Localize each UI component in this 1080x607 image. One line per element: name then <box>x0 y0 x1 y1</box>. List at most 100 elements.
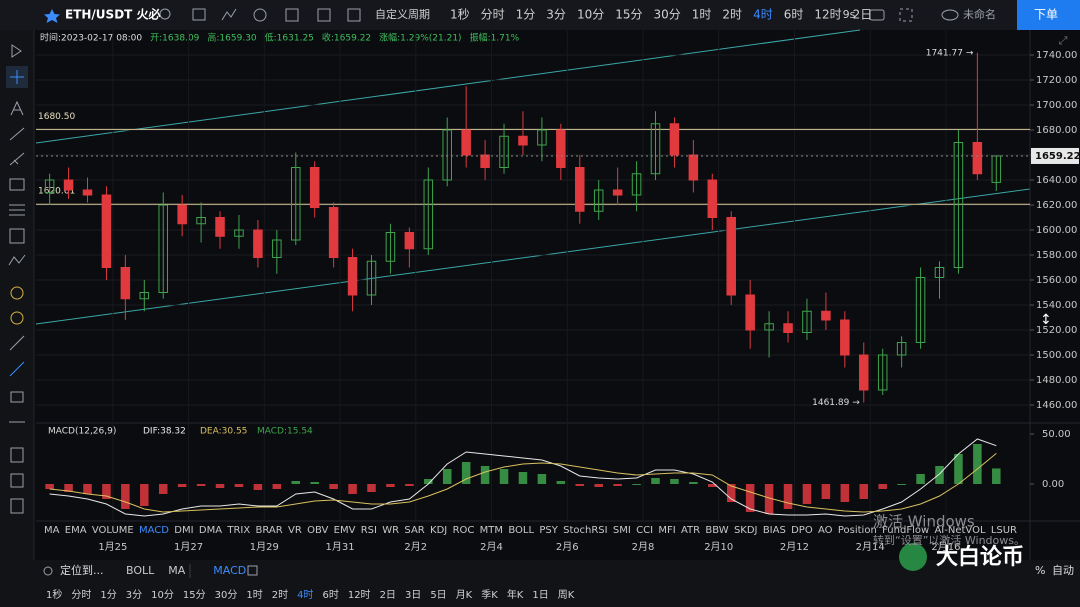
settings-icon[interactable] <box>253 8 267 22</box>
indicator-tab[interactable]: DMI <box>174 525 193 536</box>
indicator-tab[interactable]: BBW <box>705 525 728 536</box>
favorites-tool[interactable] <box>10 447 24 463</box>
period-tab[interactable]: 1分 <box>516 8 536 22</box>
indicator-tab[interactable]: ATR <box>681 525 700 536</box>
indicator-tab[interactable]: SAR <box>404 525 424 536</box>
indicator-tab[interactable]: AI-NetVOL <box>934 525 985 536</box>
indicator-tab[interactable]: MTM <box>480 525 503 536</box>
locate-icon[interactable] <box>43 566 53 576</box>
period-tab[interactable]: 分时 <box>481 8 505 22</box>
symbol[interactable]: ETH/USDT 火必 <box>65 7 161 22</box>
trendline-tool[interactable] <box>9 127 25 141</box>
period-tab[interactable]: 15分 <box>183 589 206 601</box>
indicator-tab[interactable]: ROC <box>453 525 475 536</box>
period-tab[interactable]: 15分 <box>615 8 642 22</box>
indicator-tab[interactable]: BIAS <box>763 525 786 536</box>
indicator-tab[interactable]: BOLL <box>508 525 534 536</box>
study-tab[interactable]: MA <box>168 564 185 577</box>
locate-label[interactable]: 定位到... <box>60 563 104 577</box>
period-tab[interactable]: 1秒 <box>46 588 62 601</box>
period-tab[interactable]: 5日 <box>430 590 446 601</box>
indicator-tab[interactable]: SKDJ <box>734 525 758 536</box>
lock-tool[interactable] <box>10 391 24 403</box>
period-tab[interactable]: 2时 <box>272 589 288 601</box>
indicator-tab[interactable]: DPO <box>791 525 813 536</box>
magnet-tool[interactable] <box>10 286 24 300</box>
period-tab[interactable]: 12时 <box>814 8 841 22</box>
layout-icon[interactable] <box>285 8 299 22</box>
indicator-tab[interactable]: MFI <box>658 525 675 536</box>
period-tab[interactable]: 10分 <box>577 8 604 22</box>
period-tab[interactable]: 30分 <box>215 589 238 601</box>
pattern-tool[interactable] <box>9 228 25 244</box>
period-tab[interactable]: 1时 <box>246 589 262 601</box>
period-tab[interactable]: 季K <box>481 589 498 601</box>
period-tab[interactable]: 月K <box>456 589 473 601</box>
auto-toggle[interactable]: 自动 <box>1052 564 1074 577</box>
indicator-tab[interactable]: SMI <box>613 525 631 536</box>
cloud-icon[interactable] <box>941 9 959 21</box>
study-tab[interactable]: MACD <box>213 564 246 577</box>
indicator-tab[interactable]: FundFlow <box>882 525 929 536</box>
period-tab[interactable]: 12时 <box>348 589 371 601</box>
period-tab[interactable]: 2日 <box>380 590 396 601</box>
magnet-strong-tool[interactable] <box>10 311 24 325</box>
period-tab[interactable]: 1日 <box>532 590 548 601</box>
ruler-tool[interactable] <box>9 335 25 351</box>
indicator-tab[interactable]: VR <box>288 525 302 536</box>
indicator-tab[interactable]: BRAR <box>256 525 283 536</box>
edit-icon[interactable] <box>247 565 258 576</box>
period-tab[interactable]: 6时 <box>784 8 804 22</box>
period-menu[interactable]: 自定义周期 <box>375 7 430 21</box>
indicator-tab[interactable]: MACD <box>139 525 169 536</box>
indicator-tab[interactable]: PSY <box>539 525 558 536</box>
indicator-tab[interactable]: CCI <box>636 525 653 536</box>
period-tab[interactable]: 4时 <box>753 8 773 22</box>
fullscreen-icon[interactable] <box>899 8 913 22</box>
indicator-tab[interactable]: OBV <box>307 525 328 536</box>
indicator-tab[interactable]: WR <box>382 525 399 536</box>
period-tab[interactable]: 1秒 <box>450 8 470 22</box>
list-tool[interactable] <box>10 473 24 488</box>
channel-tool[interactable] <box>9 204 25 216</box>
period-tab[interactable]: 分时 <box>71 589 91 601</box>
indicator-tab[interactable]: StochRSI <box>563 525 607 536</box>
camera-icon[interactable] <box>869 9 885 21</box>
order-label[interactable]: 下单 <box>1034 8 1058 22</box>
indicator-tab[interactable]: KDJ <box>430 525 447 536</box>
order-button[interactable] <box>1017 0 1080 30</box>
indicator-tab[interactable]: RSI <box>361 525 377 536</box>
period-tab[interactable]: 2时 <box>722 8 742 22</box>
pen-tool[interactable] <box>9 361 25 377</box>
grid-icon[interactable] <box>347 8 361 22</box>
period-tab[interactable]: 10分 <box>151 589 174 601</box>
text-tool[interactable] <box>10 100 24 116</box>
study-tab[interactable]: BOLL <box>126 564 155 577</box>
period-tab[interactable]: 4时 <box>297 589 313 601</box>
indicator-tab[interactable]: Position <box>838 525 877 536</box>
favorite-star[interactable] <box>44 9 60 23</box>
period-tab[interactable]: 1分 <box>100 589 116 601</box>
fib-tool[interactable] <box>9 152 25 166</box>
period-tab[interactable]: 年K <box>507 588 524 601</box>
indicator-tab[interactable]: TRIX <box>226 525 250 536</box>
wave-tool[interactable] <box>8 254 26 266</box>
indicator-tab[interactable]: VOLUME <box>92 525 134 536</box>
period-tab[interactable]: 1时 <box>692 8 712 22</box>
period-tab[interactable]: 6时 <box>322 589 338 601</box>
period-tab[interactable]: 3日 <box>405 590 421 601</box>
indicator-icon[interactable] <box>192 8 206 21</box>
shape-tool[interactable] <box>9 178 25 191</box>
cursor-tool[interactable] <box>11 44 22 58</box>
period-tab[interactable]: 2日 <box>853 8 873 22</box>
indicator-tab[interactable]: EMA <box>65 525 87 536</box>
template-icon[interactable] <box>317 8 331 22</box>
period-tab[interactable]: 3分 <box>546 8 566 22</box>
expand-icon[interactable]: ⤢ <box>1059 34 1068 47</box>
chart-type-icon[interactable] <box>221 8 237 21</box>
indicator-tab[interactable]: MA <box>44 525 60 536</box>
layout-name[interactable]: 未命名 <box>963 7 996 21</box>
search-icon[interactable] <box>159 8 171 20</box>
indicator-tab[interactable]: DMA <box>199 525 222 536</box>
delete-tool[interactable] <box>10 498 24 514</box>
